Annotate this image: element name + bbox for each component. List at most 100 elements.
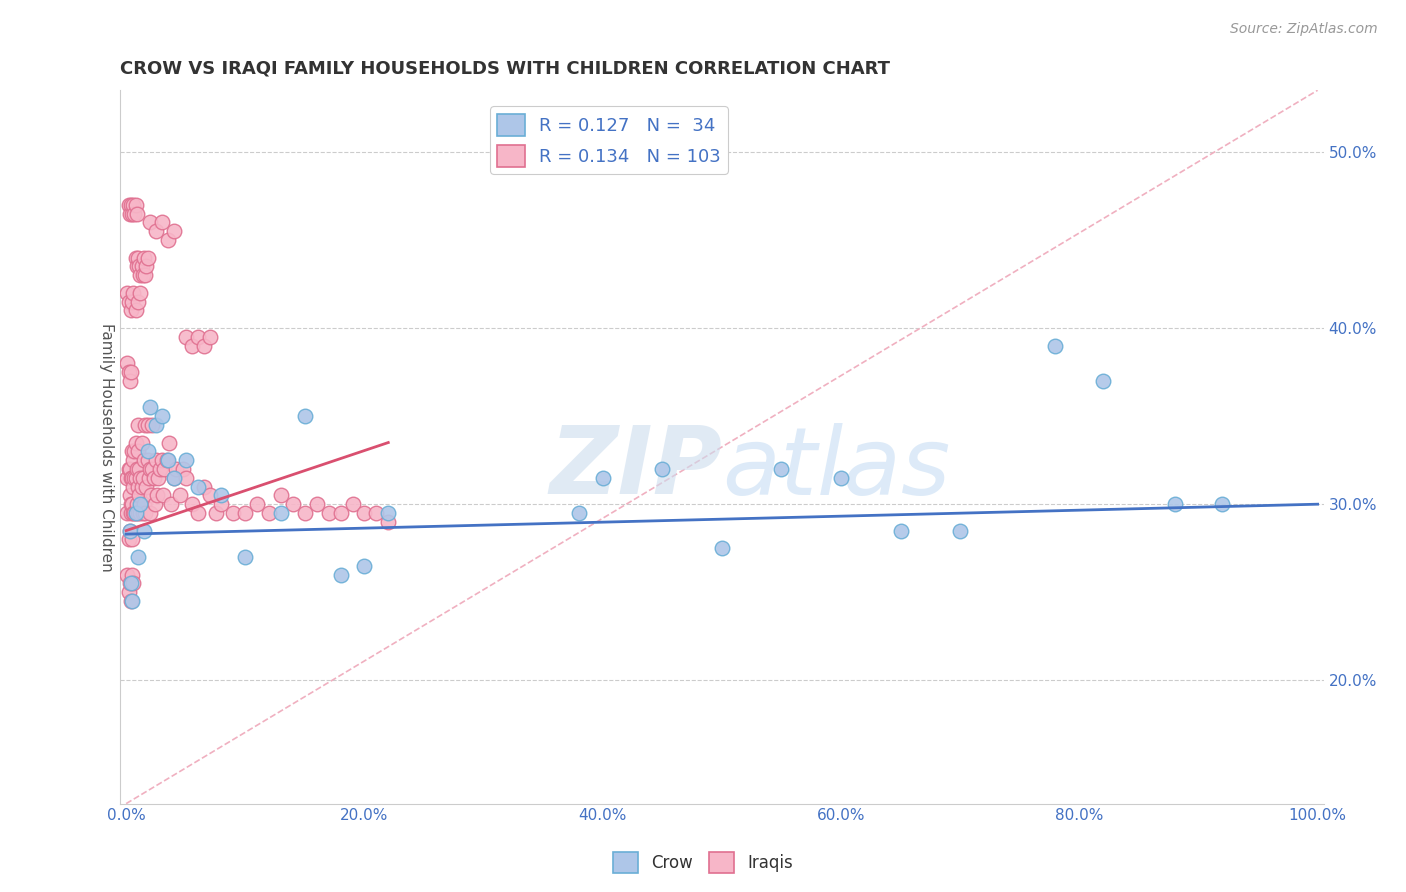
Point xyxy=(128,488,150,502)
Point xyxy=(125,251,148,265)
Point xyxy=(187,506,209,520)
Point xyxy=(125,435,148,450)
Point xyxy=(125,260,148,274)
Point xyxy=(163,224,186,238)
Point xyxy=(150,215,173,229)
Point xyxy=(127,251,149,265)
Point xyxy=(134,417,156,432)
Point xyxy=(120,594,142,608)
Point xyxy=(222,506,245,520)
Point xyxy=(136,453,159,467)
Point xyxy=(117,471,139,485)
Point xyxy=(592,471,614,485)
Point xyxy=(174,471,197,485)
Point xyxy=(366,506,388,520)
Point xyxy=(118,462,141,476)
Point xyxy=(257,506,280,520)
Point xyxy=(121,206,143,220)
Point xyxy=(150,453,173,467)
Point xyxy=(122,285,145,300)
Point xyxy=(211,497,233,511)
Point xyxy=(187,479,209,493)
Point xyxy=(157,435,180,450)
Point xyxy=(193,339,215,353)
Point xyxy=(163,471,186,485)
Text: CROW VS IRAQI FAMILY HOUSEHOLDS WITH CHILDREN CORRELATION CHART: CROW VS IRAQI FAMILY HOUSEHOLDS WITH CHI… xyxy=(120,60,890,78)
Point xyxy=(156,233,179,247)
Point xyxy=(169,488,191,502)
Point xyxy=(120,576,142,591)
Point xyxy=(118,576,141,591)
Point xyxy=(143,497,166,511)
Point xyxy=(127,549,149,564)
Point xyxy=(148,462,170,476)
Point xyxy=(132,251,155,265)
Point xyxy=(118,488,141,502)
Point xyxy=(125,198,148,212)
Point xyxy=(128,260,150,274)
Point xyxy=(121,497,143,511)
Point xyxy=(125,303,148,318)
Point xyxy=(136,251,159,265)
Point xyxy=(187,330,209,344)
Point xyxy=(180,497,202,511)
Point xyxy=(180,339,202,353)
Point xyxy=(160,497,183,511)
Point xyxy=(142,471,165,485)
Point xyxy=(141,462,163,476)
Point xyxy=(132,524,155,538)
Point xyxy=(120,198,142,212)
Point xyxy=(246,497,269,511)
Point xyxy=(294,506,316,520)
Point xyxy=(377,515,399,529)
Point xyxy=(156,453,179,467)
Point xyxy=(127,294,149,309)
Point xyxy=(890,524,912,538)
Point xyxy=(294,409,316,424)
Point xyxy=(125,506,148,520)
Point xyxy=(132,453,155,467)
Point xyxy=(120,471,142,485)
Point xyxy=(270,488,292,502)
Point xyxy=(211,488,233,502)
Point xyxy=(124,444,146,458)
Point xyxy=(270,506,292,520)
Point xyxy=(710,541,733,556)
Point xyxy=(124,506,146,520)
Legend: Crow, Iraqis: Crow, Iraqis xyxy=(606,846,800,880)
Point xyxy=(135,479,157,493)
Point xyxy=(136,444,159,458)
Point xyxy=(139,215,162,229)
Point xyxy=(233,506,256,520)
Point xyxy=(342,497,364,511)
Point xyxy=(129,471,152,485)
Text: ZIP: ZIP xyxy=(548,422,721,515)
Point xyxy=(125,506,148,520)
Point xyxy=(127,479,149,493)
Point xyxy=(129,268,152,283)
Point xyxy=(139,462,162,476)
Point xyxy=(135,260,157,274)
Text: atlas: atlas xyxy=(721,423,950,514)
Point xyxy=(122,576,145,591)
Point xyxy=(281,497,304,511)
Point xyxy=(172,462,194,476)
Point xyxy=(132,471,155,485)
Point xyxy=(377,506,399,520)
Point xyxy=(120,497,142,511)
Point xyxy=(134,268,156,283)
Point xyxy=(129,506,152,520)
Point xyxy=(117,198,139,212)
Point xyxy=(118,524,141,538)
Point xyxy=(120,365,142,379)
Point xyxy=(117,567,139,582)
Point xyxy=(127,444,149,458)
Point xyxy=(830,471,852,485)
Point xyxy=(165,462,187,476)
Point xyxy=(353,506,375,520)
Point xyxy=(150,409,173,424)
Point xyxy=(118,206,141,220)
Point xyxy=(163,471,186,485)
Point xyxy=(770,462,793,476)
Point xyxy=(125,462,148,476)
